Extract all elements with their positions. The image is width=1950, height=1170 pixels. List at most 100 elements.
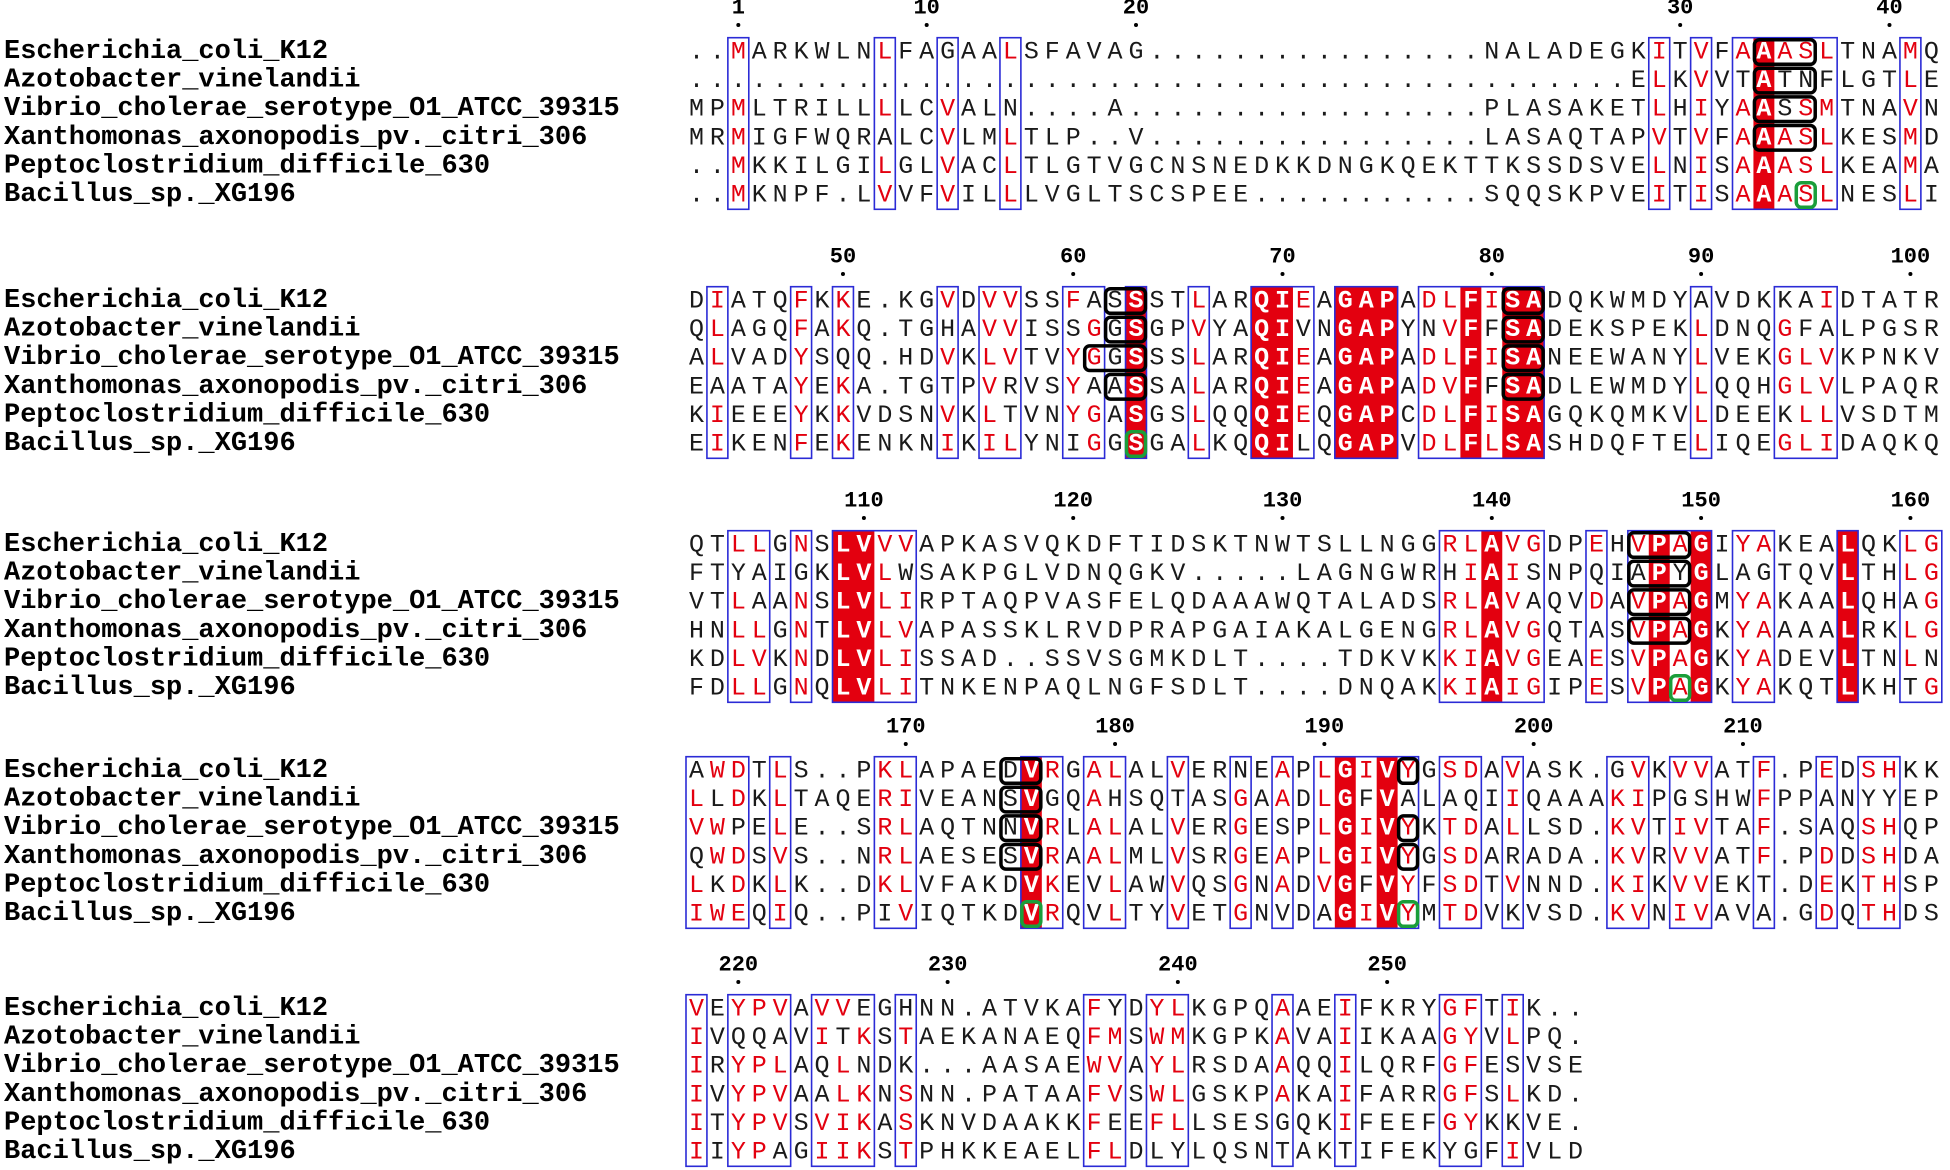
residue: N <box>1045 401 1060 430</box>
residue: L <box>961 123 976 152</box>
residue: I <box>1463 559 1478 588</box>
residue: F <box>1463 372 1478 401</box>
residue: G <box>1233 900 1248 929</box>
position-dot <box>1678 23 1683 27</box>
residue: V <box>1819 372 1834 401</box>
residue: . <box>1170 95 1185 124</box>
residue: . <box>1128 66 1143 95</box>
residue: T <box>1170 785 1185 814</box>
residue: . <box>1401 66 1416 95</box>
residue: S <box>1003 531 1018 560</box>
residue: N <box>1003 1023 1018 1052</box>
residue: G <box>1401 531 1416 560</box>
residue: E <box>1631 152 1646 181</box>
residue: S <box>1045 645 1060 674</box>
residue: A <box>1568 842 1583 871</box>
residue: A <box>1798 616 1813 645</box>
residue: L <box>1547 1138 1562 1167</box>
sequence-name: Xanthomonas_axonopodis_pv._citri_306 <box>4 1080 587 1110</box>
residue: T <box>1170 287 1185 316</box>
residue: M <box>731 152 746 181</box>
residue: A <box>1087 814 1102 843</box>
sequence-name: Escherichia_coli_K12 <box>4 756 328 786</box>
residue: L <box>877 645 892 674</box>
sequence-name: Bacillus_sp._XG196 <box>4 899 296 929</box>
residue: E <box>1610 95 1625 124</box>
residue: A <box>1484 531 1499 560</box>
residue: T <box>898 1138 913 1167</box>
residue: F <box>1108 588 1123 617</box>
residue: A <box>1526 401 1541 430</box>
similarity-frame <box>999 36 1022 211</box>
residue: G <box>1149 401 1164 430</box>
residue: G <box>1442 995 1457 1024</box>
residue: G <box>1108 430 1123 459</box>
residue: K <box>752 181 767 210</box>
residue: I <box>940 430 955 459</box>
residue: A <box>1756 123 1771 152</box>
residue: I <box>856 152 871 181</box>
residue: T <box>1861 900 1876 929</box>
residue: L <box>710 344 725 373</box>
residue: P <box>1380 287 1395 316</box>
residue: G <box>1547 401 1562 430</box>
residue: L <box>1694 344 1709 373</box>
residue: . <box>1317 95 1332 124</box>
residue: K <box>1589 315 1604 344</box>
residue: S <box>1526 152 1541 181</box>
residue: N <box>710 616 725 645</box>
residue: K <box>1673 315 1688 344</box>
residue: A <box>1401 372 1416 401</box>
residue: N <box>919 1080 934 1109</box>
similarity-frame <box>1585 529 1608 704</box>
residue: V <box>1694 814 1709 843</box>
residue: Q <box>1254 287 1269 316</box>
residue: A <box>961 645 976 674</box>
residue: D <box>1840 842 1855 871</box>
residue: R <box>1924 372 1939 401</box>
residue: L <box>1045 123 1060 152</box>
residue: Q <box>1735 430 1750 459</box>
residue: V <box>919 871 934 900</box>
residue: E <box>689 430 704 459</box>
residue: I <box>1715 430 1730 459</box>
residue: I <box>982 430 997 459</box>
similarity-frame <box>727 36 750 211</box>
residue: V <box>1380 871 1395 900</box>
residue: W <box>1149 1023 1164 1052</box>
residue: T <box>1484 995 1499 1024</box>
residue: P <box>1652 531 1667 560</box>
residue: L <box>1463 531 1478 560</box>
residue: D <box>1547 531 1562 560</box>
residue: A <box>1087 842 1102 871</box>
residue: S <box>1128 287 1143 316</box>
residue: Y <box>1401 315 1416 344</box>
residue: A <box>1756 95 1771 124</box>
residue: L <box>1024 181 1039 210</box>
residue: L <box>1108 871 1123 900</box>
identity-fill <box>832 530 875 703</box>
residue: G <box>877 995 892 1024</box>
position-dot <box>1531 742 1536 746</box>
residue: Y <box>1149 900 1164 929</box>
residue: L <box>1840 674 1855 703</box>
residue: . <box>1087 95 1102 124</box>
residue: V <box>1631 616 1646 645</box>
residue: G <box>1087 315 1102 344</box>
residue: A <box>1275 1023 1290 1052</box>
similarity-frame <box>1438 993 1483 1168</box>
residue: L <box>1819 152 1834 181</box>
residue: . <box>1777 842 1792 871</box>
residue: A <box>919 814 934 843</box>
residue: A <box>1128 814 1143 843</box>
residue: A <box>1317 559 1332 588</box>
residue: K <box>1903 344 1918 373</box>
residue: A <box>982 995 997 1024</box>
residue: N <box>1840 181 1855 210</box>
residue: T <box>1652 430 1667 459</box>
position-dot <box>1908 272 1913 276</box>
position-number: 210 <box>1723 715 1763 740</box>
residue: G <box>1359 152 1374 181</box>
residue: F <box>794 315 809 344</box>
